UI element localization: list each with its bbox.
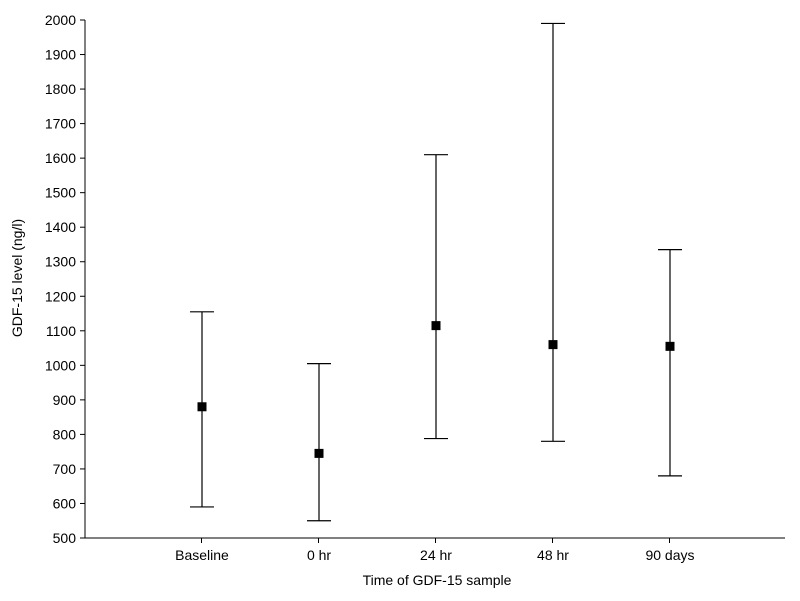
y-tick-label: 1300 (45, 254, 76, 270)
x-tick-label: Baseline (175, 547, 229, 563)
y-tick-label: 2000 (45, 12, 76, 28)
y-tick-label: 500 (53, 530, 77, 546)
y-tick-label: 1500 (45, 185, 76, 201)
y-tick-label: 700 (53, 461, 77, 477)
y-tick-label: 1400 (45, 219, 76, 235)
data-point (665, 341, 675, 351)
y-tick-label: 1100 (46, 323, 76, 339)
y-tick-label: 1600 (45, 150, 76, 166)
x-axis: Baseline 0 hr 24 hr 48 hr 90 days (85, 537, 785, 563)
y-tick-label: 1800 (45, 81, 76, 97)
data-point (314, 448, 324, 458)
x-tick-label: 0 hr (307, 547, 331, 563)
y-axis-title: GDF-15 level (ng/l) (9, 219, 25, 337)
y-tick-label: 900 (53, 392, 77, 408)
y-tick-label: 1700 (45, 116, 76, 132)
data-point (548, 340, 558, 350)
y-tick-label: 600 (53, 495, 77, 511)
x-axis-title: Time of GDF-15 sample (363, 572, 512, 588)
x-tick-label: 90 days (645, 547, 694, 563)
y-tick-label: 800 (53, 426, 77, 442)
x-tick-label: 48 hr (537, 547, 569, 563)
y-tick-label: 1000 (45, 357, 76, 373)
y-tick-label: 1900 (45, 47, 76, 63)
y-tick-label: 1200 (45, 288, 76, 304)
data-point (197, 402, 207, 412)
y-axis: 500 600 700 800 900 1000 1100 1200 1300 1400 1500 1… (45, 12, 86, 546)
data-point (431, 321, 441, 331)
data-marks (190, 22, 682, 522)
x-tick-label: 24 hr (420, 547, 452, 563)
